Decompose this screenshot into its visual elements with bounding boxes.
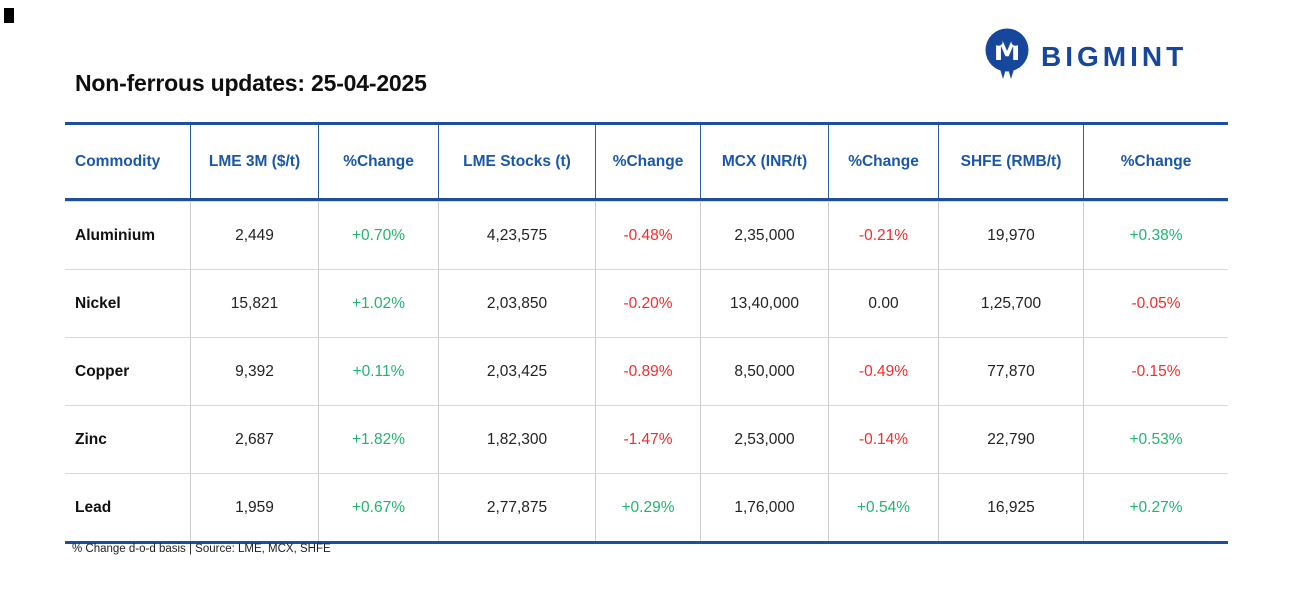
bigmint-m-icon: M: [984, 28, 1030, 85]
table-row-aluminium: Aluminium 2,449 +0.70% 4,23,575 -0.48% 2…: [65, 201, 1228, 269]
mcx-cell: 2,35,000: [700, 202, 828, 269]
header-commodity: Commodity: [75, 152, 161, 170]
table-row-lead: Lead 1,959 +0.67% 2,77,875 +0.29% 1,76,0…: [65, 473, 1228, 541]
mcx-cell: 2,53,000: [700, 406, 828, 473]
lme-stocks-change-cell: -0.20%: [595, 270, 700, 337]
header-lme-3m-change: %Change: [318, 125, 438, 198]
header-lme-stocks: LME Stocks (t): [438, 125, 595, 198]
header-mcx: MCX (INR/t): [700, 125, 828, 198]
shfe-change-cell: +0.38%: [1083, 202, 1228, 269]
mcx-change-cell: -0.14%: [828, 406, 938, 473]
lme-3m-change-cell: +1.02%: [318, 270, 438, 337]
shfe-cell: 19,970: [938, 202, 1083, 269]
mcx-change-cell: +0.54%: [828, 474, 938, 541]
mcx-change-cell: -0.49%: [828, 338, 938, 405]
lme-stocks-cell: 2,03,425: [438, 338, 595, 405]
mcx-cell: 13,40,000: [700, 270, 828, 337]
lme-stocks-cell: 1,82,300: [438, 406, 595, 473]
commodity-cell: Nickel: [75, 294, 121, 312]
header-mcx-change: %Change: [828, 125, 938, 198]
source-note: % Change d-o-d basis | Source: LME, MCX,…: [72, 543, 331, 555]
commodity-cell: Copper: [75, 362, 130, 380]
table-row-zinc: Zinc 2,687 +1.82% 1,82,300 -1.47% 2,53,0…: [65, 405, 1228, 473]
lme-3m-change-cell: +1.82%: [318, 406, 438, 473]
lme-3m-cell: 9,392: [190, 338, 318, 405]
lme-stocks-cell: 4,23,575: [438, 202, 595, 269]
shfe-change-cell: +0.27%: [1083, 474, 1228, 541]
shfe-change-cell: -0.05%: [1083, 270, 1228, 337]
shfe-cell: 77,870: [938, 338, 1083, 405]
commodity-cell: Aluminium: [75, 226, 156, 244]
header-lme-3m: LME 3M ($/t): [190, 125, 318, 198]
shfe-cell: 16,925: [938, 474, 1083, 541]
table-row-copper: Copper 9,392 +0.11% 2,03,425 -0.89% 8,50…: [65, 337, 1228, 405]
shfe-cell: 22,790: [938, 406, 1083, 473]
shfe-cell: 1,25,700: [938, 270, 1083, 337]
lme-3m-change-cell: +0.70%: [318, 202, 438, 269]
lme-stocks-change-cell: +0.29%: [595, 474, 700, 541]
bigmint-logo: M BIGMINT: [984, 28, 1187, 85]
lme-3m-cell: 2,687: [190, 406, 318, 473]
mcx-change-cell: 0.00: [828, 270, 938, 337]
mcx-cell: 1,76,000: [700, 474, 828, 541]
header-shfe-change: %Change: [1083, 125, 1228, 198]
lme-stocks-cell: 2,03,850: [438, 270, 595, 337]
screenshot-artifact-mark: [4, 8, 14, 23]
lme-stocks-change-cell: -0.48%: [595, 202, 700, 269]
mcx-change-cell: -0.21%: [828, 202, 938, 269]
header-shfe: SHFE (RMB/t): [938, 125, 1083, 198]
commodity-cell: Lead: [75, 498, 112, 516]
table-row-nickel: Nickel 15,821 +1.02% 2,03,850 -0.20% 13,…: [65, 269, 1228, 337]
shfe-change-cell: +0.53%: [1083, 406, 1228, 473]
lme-3m-cell: 2,449: [190, 202, 318, 269]
header-lme-stocks-change: %Change: [595, 125, 700, 198]
lme-stocks-change-cell: -1.47%: [595, 406, 700, 473]
lme-3m-change-cell: +0.67%: [318, 474, 438, 541]
lme-3m-cell: 1,959: [190, 474, 318, 541]
lme-stocks-cell: 2,77,875: [438, 474, 595, 541]
lme-3m-change-cell: +0.11%: [318, 338, 438, 405]
commodity-cell: Zinc: [75, 430, 107, 448]
shfe-change-cell: -0.15%: [1083, 338, 1228, 405]
lme-3m-cell: 15,821: [190, 270, 318, 337]
commodity-table: Commodity LME 3M ($/t) %Change LME Stock…: [65, 122, 1228, 544]
page-title: Non-ferrous updates: 25-04-2025: [75, 70, 427, 96]
mcx-cell: 8,50,000: [700, 338, 828, 405]
logo-wordmark: BIGMINT: [1041, 40, 1188, 72]
lme-stocks-change-cell: -0.89%: [595, 338, 700, 405]
table-header-row: Commodity LME 3M ($/t) %Change LME Stock…: [65, 125, 1228, 201]
